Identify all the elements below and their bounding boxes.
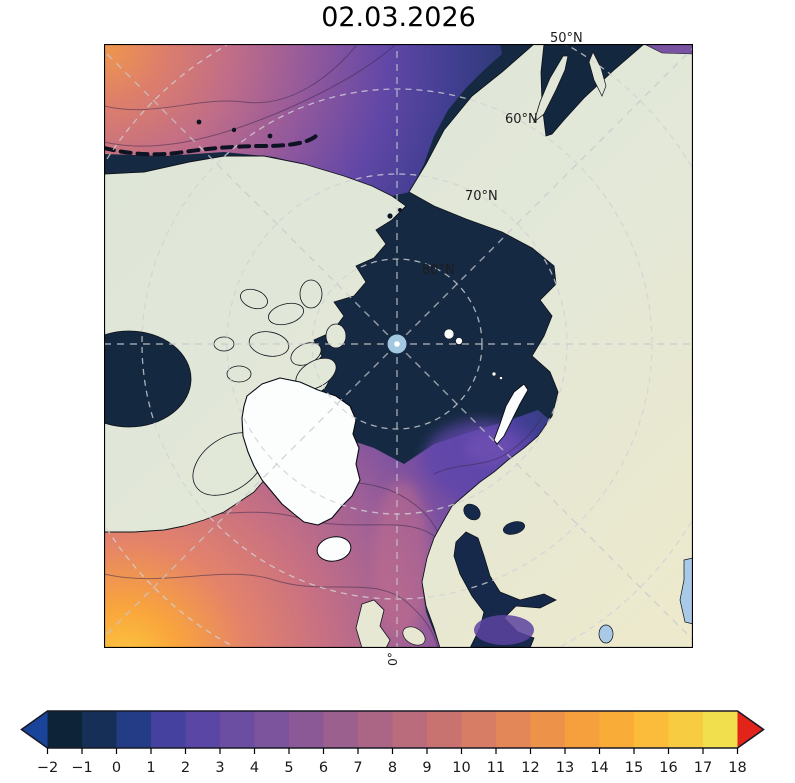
colorbar-tick-label: 7	[353, 760, 362, 776]
colorbar-segment	[599, 711, 635, 748]
colorbar-tick-label: 11	[487, 760, 505, 776]
colorbar-segment	[703, 711, 738, 748]
lat-label-60n: 60°N	[505, 112, 538, 127]
colorbar-tick-label: 9	[422, 760, 431, 776]
colorbar-tick-label: 17	[694, 760, 712, 776]
iceland-ice	[316, 536, 352, 562]
colorbar-tick-label: −2	[37, 760, 58, 776]
lat-label-70n: 70°N	[465, 189, 498, 204]
colorbar-tick-label: 8	[388, 760, 397, 776]
colorbar-segment	[185, 711, 221, 748]
colorbar-segment	[668, 711, 704, 748]
barents-violet-bright	[464, 430, 516, 466]
colorbar-segment	[565, 711, 600, 748]
colorbar-tick-label: 6	[319, 760, 328, 776]
colorbar-segment	[151, 711, 186, 748]
lake-ladoga	[503, 521, 525, 535]
sakhalin-island	[588, 51, 607, 97]
colorbar-segment	[461, 711, 497, 748]
colorbar-tick-label: 13	[556, 760, 574, 776]
kamchatka-land	[533, 55, 569, 124]
pacific-warm-water	[104, 44, 502, 196]
colorbar-tick-label: 3	[215, 760, 224, 776]
britain-land	[355, 599, 391, 648]
norway-coast-pink	[374, 481, 430, 637]
colorbar: −2 −1 0 1 2 3 4 5 6 7 8 9 10 11 12 13 14 15 16 17 18	[20, 710, 765, 776]
colorbar-under-arrow	[21, 711, 48, 748]
okhotsk-sea	[540, 44, 645, 137]
white-sea	[463, 503, 481, 521]
colorbar-tick-label: 0	[112, 760, 121, 776]
lat-label-80n: 80°N	[422, 263, 455, 278]
colorbar-tick-label: 10	[452, 760, 470, 776]
hudson-bay	[104, 330, 192, 428]
colorbar-segment	[323, 711, 359, 748]
lat-label-50n: 50°N	[550, 31, 583, 46]
north-pole-dot	[394, 341, 400, 347]
colorbar-segment	[220, 711, 255, 748]
greenland-ice	[241, 377, 361, 526]
baltic-sea	[453, 531, 557, 648]
eurasia-land	[408, 44, 693, 648]
colorbar-segment	[289, 711, 324, 748]
colorbar-tick-label: 2	[181, 760, 190, 776]
colorbar-segment	[116, 711, 152, 748]
novaya-zemlya-ice	[493, 383, 529, 445]
colorbar-segment	[496, 711, 531, 748]
colorbar-tick-label: 18	[728, 760, 746, 776]
small-lake	[598, 624, 614, 644]
colorbar-tick-label: 12	[521, 760, 539, 776]
bering-islets	[196, 119, 402, 219]
topright-warm-strip	[643, 44, 693, 55]
colorbar-tick-label: 14	[590, 760, 608, 776]
colorbar-tick-label: 4	[250, 760, 259, 776]
colorbar-segment	[358, 711, 393, 748]
colorbar-segment	[392, 711, 428, 748]
colorbar-tick-label: 5	[284, 760, 293, 776]
colorbar-segment	[427, 711, 462, 748]
map-border	[103, 43, 694, 649]
svalbard-ice	[443, 328, 503, 380]
colorbar-over-arrow	[737, 711, 764, 748]
colorbar-segment	[634, 711, 669, 748]
colorbar-tick-label: 15	[625, 760, 643, 776]
colorbar-tick-label: −1	[71, 760, 92, 776]
lon-label-0deg: 0°	[385, 652, 400, 666]
figure-title: 02.03.2026	[321, 2, 476, 33]
map-canvas	[103, 43, 694, 649]
colorbar-tick-label: 1	[146, 760, 155, 776]
colorbar-segment	[254, 711, 290, 748]
aleutian-islands	[104, 134, 318, 157]
colorbar-tick-label: 16	[659, 760, 677, 776]
denmark-land	[402, 626, 426, 646]
colorbar-segment	[530, 711, 566, 748]
caspian-sea	[679, 557, 693, 625]
baltic-purple	[474, 615, 534, 645]
colorbar-segment	[82, 711, 117, 748]
colorbar-segment	[47, 711, 83, 748]
arctic-map	[103, 43, 694, 649]
